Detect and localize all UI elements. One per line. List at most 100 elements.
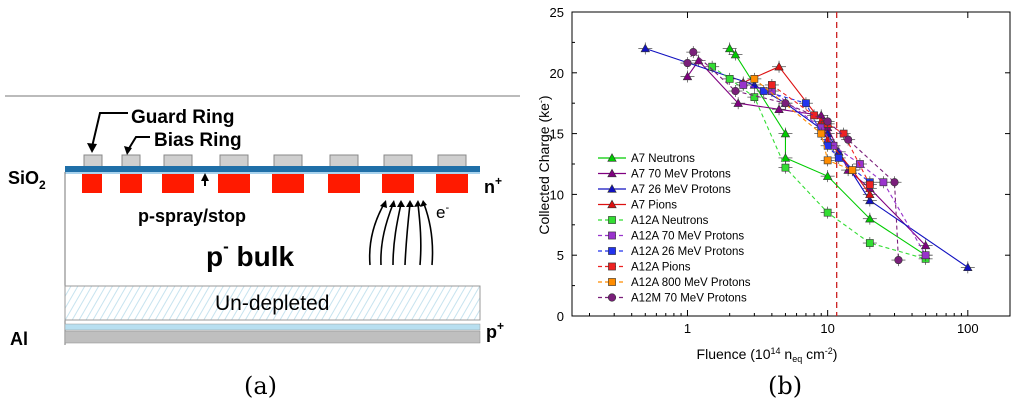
n-plus-label: n+ <box>484 174 502 197</box>
chart-axes: 0 5 10 15 20 25 1 10 100 <box>550 5 1011 336</box>
data-point <box>865 239 874 247</box>
figure-b-panel: 0 5 10 15 20 25 1 10 100 A7 Neutrons A7 70 MeV Pr… <box>520 0 1018 405</box>
legend-entry: A12A 800 MeV Protons <box>598 277 751 289</box>
legend-marker <box>607 199 617 209</box>
legend-marker <box>607 153 617 162</box>
collected-charge-chart: 0 5 10 15 20 25 1 10 100 A7 Neutrons A7 70 MeV Pr… <box>536 5 1011 364</box>
pixel-pad <box>383 154 413 168</box>
data-point <box>759 87 768 95</box>
series-group <box>680 46 906 267</box>
implant <box>162 174 194 193</box>
drift-arrowheads <box>380 200 427 208</box>
data-point <box>920 240 931 250</box>
pixel-pad <box>329 154 359 168</box>
legend-label: A7 Neutrons <box>631 153 695 165</box>
x-axis-label: Fluence (1014 neq cm-2) <box>697 346 838 364</box>
data-point <box>802 99 810 108</box>
y-tick-label: 0 <box>557 309 564 324</box>
guard-ring-arrowhead <box>87 143 97 153</box>
data-point <box>810 111 818 120</box>
data-point <box>750 93 759 101</box>
legend-marker <box>608 278 616 286</box>
implant <box>82 174 102 193</box>
chart-plot-area <box>638 42 975 274</box>
legend-label: A12A 800 MeV Protons <box>631 277 751 289</box>
n-plus-implants <box>82 174 468 193</box>
data-point <box>823 208 832 217</box>
data-point <box>865 189 875 199</box>
data-point <box>733 98 743 107</box>
implant <box>328 174 360 193</box>
top-edge-line <box>5 95 520 97</box>
data-point <box>879 178 888 187</box>
data-point <box>689 48 698 57</box>
p-plus-label: p+ <box>486 319 504 342</box>
figure-a-panel: Guard Ring Bias Ring SiO2 n+ p-spray/sto… <box>5 95 520 400</box>
drift-arrow <box>380 203 394 266</box>
data-point <box>963 262 973 272</box>
legend-label: A12A 26 MeV Protons <box>631 246 744 258</box>
implant <box>382 174 414 193</box>
legend-entry: A12A Pions <box>598 262 691 274</box>
series-line <box>729 48 926 256</box>
x-tick-label: 10 <box>820 321 834 336</box>
legend-marker <box>607 293 617 302</box>
legend-entry: A12A 26 MeV Protons <box>598 246 744 258</box>
drift-arrow <box>417 203 422 266</box>
oxide-layer <box>65 166 480 172</box>
data-point <box>640 43 650 53</box>
sensor-cross-section-diagram: Guard Ring Bias Ring SiO2 n+ p-spray/sto… <box>5 95 520 349</box>
bias-ring-label: Bias Ring <box>154 130 242 151</box>
data-point <box>774 61 784 71</box>
data-point <box>781 163 790 172</box>
pixel-pad <box>273 154 303 168</box>
data-point <box>730 49 741 59</box>
series-line <box>687 59 927 246</box>
caption-a: (a) <box>244 372 278 400</box>
caption-b: (b) <box>768 372 803 400</box>
bias-ring-arrow <box>127 136 150 151</box>
data-point <box>708 62 717 71</box>
legend-marker <box>607 184 617 193</box>
legend-label: A12A Pions <box>631 262 691 274</box>
al-label: Al <box>10 329 28 349</box>
data-point <box>890 178 899 187</box>
implant <box>218 174 250 193</box>
drift-arrow <box>392 203 402 266</box>
legend-label: A7 Pions <box>631 200 677 212</box>
p-bulk-label: p- bulk <box>206 237 295 272</box>
p-plus-layer <box>64 323 481 331</box>
series-group <box>736 78 933 262</box>
data-point <box>725 75 734 83</box>
legend-label: A7 26 MeV Protons <box>631 184 731 196</box>
data-point <box>724 43 735 53</box>
chart-legend: A7 Neutrons A7 70 MeV Protons A7 26 MeV Pr… <box>598 153 751 305</box>
pixel-pad <box>437 154 467 168</box>
data-point <box>767 81 776 89</box>
y-tick-label: 10 <box>550 187 564 202</box>
data-point <box>780 128 791 138</box>
bias-ring-arrowhead <box>124 146 132 155</box>
series-line <box>771 84 871 185</box>
undepleted-region <box>64 285 481 321</box>
legend-marker <box>608 262 616 271</box>
sio2-label: SiO2 <box>8 168 46 192</box>
drift-arrow <box>404 203 411 266</box>
pixel-pad <box>219 154 249 168</box>
data-point <box>844 135 853 144</box>
legend-entry: A7 26 MeV Protons <box>598 184 731 196</box>
legend-label: A12A Neutrons <box>631 215 709 227</box>
data-point <box>894 255 903 265</box>
p-spray-label: p-spray/stop <box>138 206 246 226</box>
surface-rings <box>83 154 467 168</box>
data-point <box>921 251 930 260</box>
y-tick-label: 20 <box>550 66 564 81</box>
legend-entry: A7 Neutrons <box>598 153 695 165</box>
series-group <box>747 72 860 177</box>
oxide-highlight <box>65 172 480 174</box>
data-point <box>823 156 832 165</box>
y-axis-label: Collected Charge (ke-) <box>536 95 552 234</box>
data-point <box>834 154 843 162</box>
legend-marker <box>608 231 616 240</box>
data-point <box>683 58 692 68</box>
